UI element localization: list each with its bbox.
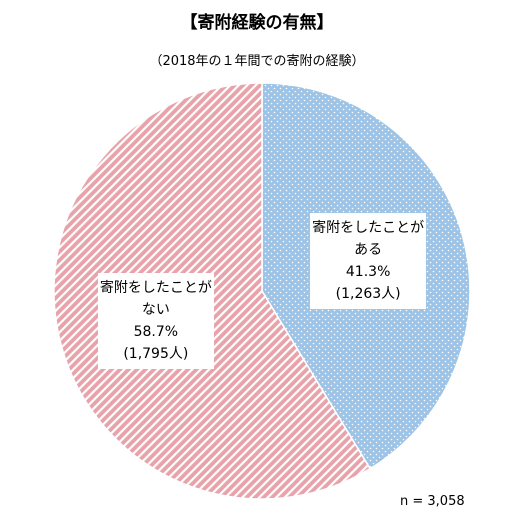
chart-subtitle: （2018年の１年間での寄附の経験）: [149, 54, 365, 69]
chart-title: 【寄附経験の有無】: [180, 13, 334, 33]
slice-label: 寄附をしたことがある 41.3% (1,263人): [310, 213, 427, 310]
label-category: 寄附をしたことがない: [99, 279, 212, 318]
label-count: (1,795人): [123, 345, 189, 362]
slice-label: 寄附をしたことがない 58.7% (1,795人): [97, 272, 214, 369]
label-percent: 58.7%: [133, 323, 179, 340]
label-count: (1,263人): [335, 286, 401, 303]
sample-size: n = 3,058: [400, 494, 465, 509]
label-percent: 41.3%: [345, 264, 391, 281]
label-category: 寄附をしたことがある: [312, 220, 425, 259]
